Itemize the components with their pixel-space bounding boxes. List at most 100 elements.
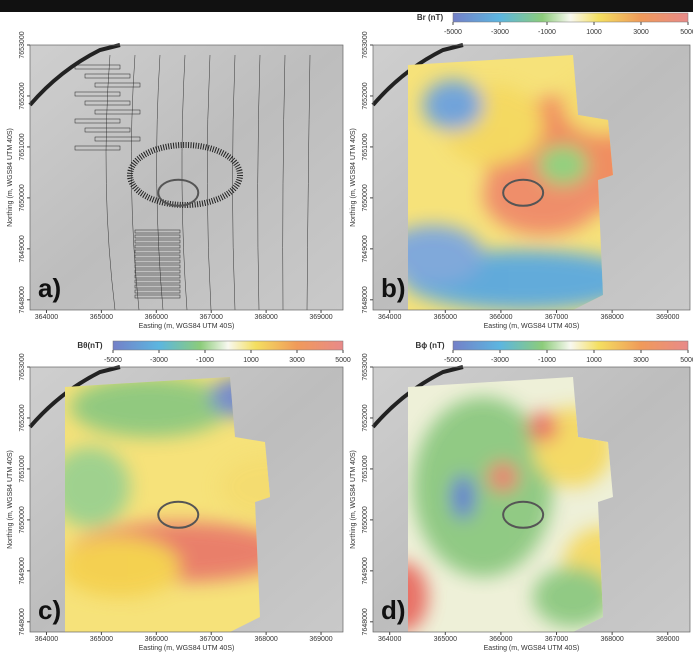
x-axis-label: Easting (m, WGS84 UTM 40S) bbox=[139, 645, 235, 652]
survey-block bbox=[134, 244, 181, 249]
x-tick-label: 368000 bbox=[254, 314, 277, 321]
x-tick-label: 364000 bbox=[35, 314, 58, 321]
plot-frame bbox=[372, 44, 691, 311]
y-tick-label: 7651000 bbox=[19, 133, 26, 160]
survey-block bbox=[134, 284, 181, 289]
anomaly bbox=[408, 225, 483, 285]
survey-block bbox=[134, 229, 181, 234]
colorbar-tick-label: -3000 bbox=[491, 357, 509, 364]
x-tick-label: 369000 bbox=[656, 636, 679, 643]
x-axis-label: Easting (m, WGS84 UTM 40S) bbox=[484, 645, 580, 652]
x-tick-label: 367000 bbox=[545, 636, 568, 643]
x-axis-label: Easting (m, WGS84 UTM 40S) bbox=[139, 323, 235, 330]
hillshade bbox=[30, 45, 343, 310]
y-axis-label: Northing (m, WGS84 UTM 40S) bbox=[7, 450, 14, 549]
survey-block bbox=[134, 279, 181, 284]
y-tick-label: 7651000 bbox=[19, 455, 26, 482]
crater bbox=[502, 500, 545, 529]
survey-line bbox=[282, 54, 286, 311]
x-tick-label: 368000 bbox=[600, 314, 623, 321]
field-blobs bbox=[408, 75, 613, 310]
y-tick-label: 7653000 bbox=[19, 353, 26, 380]
colorbar bbox=[112, 340, 344, 351]
colorbar-tick-label: 1000 bbox=[586, 357, 602, 364]
colorbar-title: Br (nT) bbox=[417, 13, 444, 22]
anomaly bbox=[538, 145, 588, 185]
survey-line bbox=[105, 54, 116, 311]
survey-block bbox=[134, 234, 181, 239]
survey-line bbox=[206, 54, 212, 311]
y-tick-label: 7649000 bbox=[19, 235, 26, 262]
y-tick-label: 7652000 bbox=[19, 82, 26, 109]
y-tick-label: 7652000 bbox=[362, 82, 369, 109]
y-tick-label: 7648000 bbox=[362, 608, 369, 635]
crater bbox=[157, 178, 200, 207]
survey-block bbox=[134, 289, 181, 294]
y-tick-label: 7652000 bbox=[362, 404, 369, 431]
x-tick-label: 366000 bbox=[489, 636, 512, 643]
map-panel bbox=[28, 365, 344, 633]
anomaly bbox=[408, 562, 428, 632]
colorbar-tick-label: 1000 bbox=[243, 357, 259, 364]
survey-block bbox=[134, 264, 181, 269]
panel-label: a) bbox=[38, 273, 61, 303]
y-tick-label: 7649000 bbox=[362, 235, 369, 262]
survey-block bbox=[94, 136, 141, 142]
survey-block bbox=[74, 91, 121, 97]
panel-label: d) bbox=[381, 595, 406, 625]
survey-line bbox=[257, 54, 261, 311]
y-axis-label: Northing (m, WGS84 UTM 40S) bbox=[7, 128, 14, 227]
y-axis-label: Northing (m, WGS84 UTM 40S) bbox=[350, 128, 357, 227]
y-tick-label: 7653000 bbox=[362, 31, 369, 58]
x-tick-label: 364000 bbox=[378, 314, 401, 321]
y-tick-label: 7648000 bbox=[19, 608, 26, 635]
colorbar-tick-label: 3000 bbox=[633, 357, 649, 364]
y-tick-label: 7650000 bbox=[19, 506, 26, 533]
x-tick-label: 365000 bbox=[434, 636, 457, 643]
y-tick-label: 7651000 bbox=[362, 133, 369, 160]
x-tick-label: 364000 bbox=[35, 636, 58, 643]
y-tick-label: 7653000 bbox=[19, 31, 26, 58]
y-tick-label: 7648000 bbox=[19, 286, 26, 313]
plot-frame bbox=[29, 366, 344, 633]
x-tick-label: 369000 bbox=[656, 314, 679, 321]
survey-block bbox=[74, 145, 121, 151]
y-tick-label: 7650000 bbox=[362, 184, 369, 211]
anomaly bbox=[413, 397, 553, 577]
survey-block bbox=[94, 109, 141, 115]
anomaly bbox=[70, 377, 230, 437]
colorbar-tick-label: 1000 bbox=[586, 29, 602, 36]
colorbar-tick-label: 5000 bbox=[335, 357, 351, 364]
colorbar-title: Bϕ (nT) bbox=[415, 341, 444, 350]
crater bbox=[157, 500, 200, 529]
colorbar bbox=[452, 340, 689, 351]
x-axis-label: Easting (m, WGS84 UTM 40S) bbox=[484, 323, 580, 330]
x-tick-label: 365000 bbox=[90, 314, 113, 321]
map-panel bbox=[371, 43, 691, 311]
survey-block bbox=[134, 274, 181, 279]
survey-block bbox=[84, 127, 131, 133]
panel-label: c) bbox=[38, 595, 61, 625]
field-blobs bbox=[65, 377, 270, 597]
anomaly bbox=[220, 457, 270, 517]
x-tick-label: 367000 bbox=[200, 314, 223, 321]
survey-block bbox=[134, 294, 181, 299]
y-tick-label: 7650000 bbox=[362, 506, 369, 533]
survey-block bbox=[134, 259, 181, 264]
crater bbox=[502, 178, 545, 207]
colorbar-tick-label: -1000 bbox=[538, 29, 556, 36]
colorbar-tick-label: -1000 bbox=[196, 357, 214, 364]
y-tick-label: 7650000 bbox=[19, 184, 26, 211]
coastline bbox=[28, 43, 121, 107]
anomaly-field bbox=[408, 55, 613, 310]
y-axis-label: Northing (m, WGS84 UTM 40S) bbox=[350, 450, 357, 549]
colorbar-tick-label: 5000 bbox=[680, 29, 693, 36]
x-tick-label: 367000 bbox=[545, 314, 568, 321]
top-bar bbox=[0, 0, 693, 12]
anomaly bbox=[451, 475, 475, 519]
map-panel bbox=[28, 43, 344, 311]
y-tick-label: 7649000 bbox=[19, 557, 26, 584]
anomaly-field bbox=[65, 377, 270, 632]
x-tick-label: 369000 bbox=[309, 636, 332, 643]
